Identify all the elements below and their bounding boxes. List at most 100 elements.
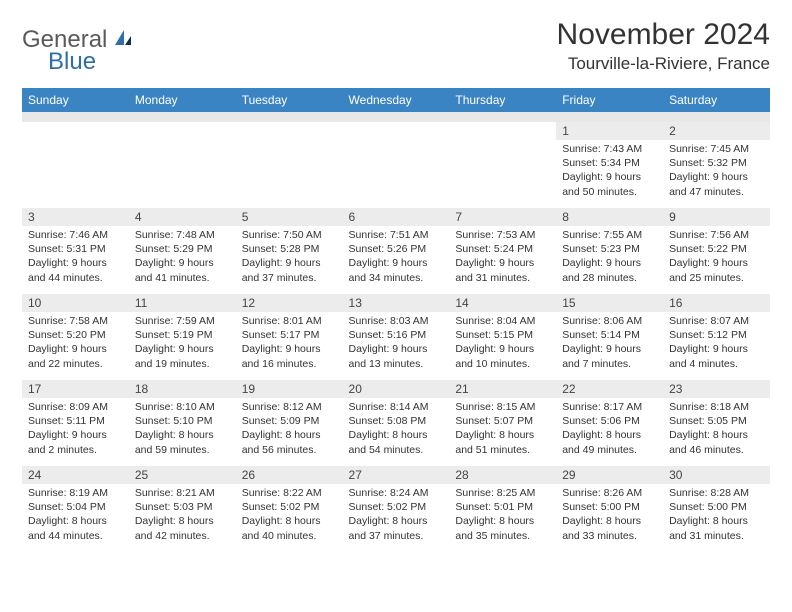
day-line: and 40 minutes.	[242, 529, 337, 543]
day-line: Daylight: 9 hours	[135, 256, 230, 270]
day-line: Sunset: 5:22 PM	[669, 242, 764, 256]
day-line: Sunrise: 8:17 AM	[562, 400, 657, 414]
day-line: Daylight: 8 hours	[28, 514, 123, 528]
day-content-cell: Sunrise: 8:03 AMSunset: 5:16 PMDaylight:…	[343, 312, 450, 380]
day-line: Sunset: 5:11 PM	[28, 414, 123, 428]
day-line: Daylight: 9 hours	[242, 342, 337, 356]
day-line: Sunset: 5:08 PM	[349, 414, 444, 428]
day-line: and 19 minutes.	[135, 357, 230, 371]
day-number-cell: 3	[22, 208, 129, 226]
day-line: Sunset: 5:02 PM	[349, 500, 444, 514]
day-line: Sunset: 5:34 PM	[562, 156, 657, 170]
day-content-cell: Sunrise: 7:58 AMSunset: 5:20 PMDaylight:…	[22, 312, 129, 380]
day-number-cell: 29	[556, 466, 663, 484]
day-number-cell: 13	[343, 294, 450, 312]
day-line: Sunset: 5:19 PM	[135, 328, 230, 342]
day-line: Sunrise: 8:25 AM	[455, 486, 550, 500]
day-line: Sunset: 5:24 PM	[455, 242, 550, 256]
day-number-cell: 26	[236, 466, 343, 484]
day-line: Sunrise: 7:46 AM	[28, 228, 123, 242]
day-line: Daylight: 8 hours	[349, 514, 444, 528]
day-number-cell: 9	[663, 208, 770, 226]
day-line: Sunrise: 8:21 AM	[135, 486, 230, 500]
day-number-cell: 27	[343, 466, 450, 484]
day-content-cell: Sunrise: 8:07 AMSunset: 5:12 PMDaylight:…	[663, 312, 770, 380]
day-line: Daylight: 8 hours	[349, 428, 444, 442]
day-line: Sunrise: 7:48 AM	[135, 228, 230, 242]
day-line: and 37 minutes.	[242, 271, 337, 285]
day-content-cell: Sunrise: 7:51 AMSunset: 5:26 PMDaylight:…	[343, 226, 450, 294]
day-line: Sunset: 5:10 PM	[135, 414, 230, 428]
day-line: Daylight: 9 hours	[669, 342, 764, 356]
day-line: and 51 minutes.	[455, 443, 550, 457]
day-number-cell: 24	[22, 466, 129, 484]
weekday-header: Sunday	[22, 88, 129, 112]
day-number-cell	[236, 122, 343, 140]
day-line: Sunset: 5:23 PM	[562, 242, 657, 256]
weekday-header: Friday	[556, 88, 663, 112]
day-content-cell: Sunrise: 7:56 AMSunset: 5:22 PMDaylight:…	[663, 226, 770, 294]
day-content-cell	[343, 140, 450, 208]
day-line: Sunrise: 8:26 AM	[562, 486, 657, 500]
day-line: and 56 minutes.	[242, 443, 337, 457]
day-number-cell: 17	[22, 380, 129, 398]
title-block: November 2024 Tourville-la-Riviere, Fran…	[557, 18, 770, 74]
day-line: Sunset: 5:07 PM	[455, 414, 550, 428]
day-line: Sunset: 5:12 PM	[669, 328, 764, 342]
day-line: and 31 minutes.	[455, 271, 550, 285]
day-content-cell: Sunrise: 8:14 AMSunset: 5:08 PMDaylight:…	[343, 398, 450, 466]
day-line: Sunrise: 8:04 AM	[455, 314, 550, 328]
day-line: Daylight: 9 hours	[349, 256, 444, 270]
day-number-cell	[22, 122, 129, 140]
day-line: Daylight: 9 hours	[562, 256, 657, 270]
day-line: Sunset: 5:28 PM	[242, 242, 337, 256]
day-line: Daylight: 8 hours	[242, 428, 337, 442]
day-line: and 33 minutes.	[562, 529, 657, 543]
day-content-cell: Sunrise: 7:59 AMSunset: 5:19 PMDaylight:…	[129, 312, 236, 380]
day-content-cell: Sunrise: 7:50 AMSunset: 5:28 PMDaylight:…	[236, 226, 343, 294]
logo-sail-icon	[113, 28, 133, 53]
day-content-cell: Sunrise: 8:10 AMSunset: 5:10 PMDaylight:…	[129, 398, 236, 466]
day-content-cell: Sunrise: 8:04 AMSunset: 5:15 PMDaylight:…	[449, 312, 556, 380]
day-line: Daylight: 8 hours	[135, 514, 230, 528]
day-content-cell: Sunrise: 8:21 AMSunset: 5:03 PMDaylight:…	[129, 484, 236, 552]
day-line: Sunset: 5:26 PM	[349, 242, 444, 256]
day-line: Daylight: 9 hours	[349, 342, 444, 356]
day-line: Sunrise: 7:53 AM	[455, 228, 550, 242]
day-number-cell: 15	[556, 294, 663, 312]
day-content-cell: Sunrise: 8:09 AMSunset: 5:11 PMDaylight:…	[22, 398, 129, 466]
day-line: and 16 minutes.	[242, 357, 337, 371]
day-line: and 42 minutes.	[135, 529, 230, 543]
day-line: Sunset: 5:17 PM	[242, 328, 337, 342]
day-line: Sunrise: 7:58 AM	[28, 314, 123, 328]
day-line: and 31 minutes.	[669, 529, 764, 543]
day-number-cell: 2	[663, 122, 770, 140]
day-line: and 13 minutes.	[349, 357, 444, 371]
day-line: Sunset: 5:02 PM	[242, 500, 337, 514]
weekday-header: Monday	[129, 88, 236, 112]
day-line: Sunrise: 8:28 AM	[669, 486, 764, 500]
day-line: Sunrise: 7:55 AM	[562, 228, 657, 242]
day-line: Sunset: 5:20 PM	[28, 328, 123, 342]
day-content-cell: Sunrise: 8:18 AMSunset: 5:05 PMDaylight:…	[663, 398, 770, 466]
day-line: Sunset: 5:00 PM	[562, 500, 657, 514]
day-number-cell: 12	[236, 294, 343, 312]
day-line: Daylight: 9 hours	[28, 256, 123, 270]
day-content-cell: Sunrise: 8:25 AMSunset: 5:01 PMDaylight:…	[449, 484, 556, 552]
logo-text-blue: Blue	[48, 48, 96, 75]
day-line: Daylight: 9 hours	[669, 256, 764, 270]
weekday-header: Tuesday	[236, 88, 343, 112]
day-line: Sunset: 5:03 PM	[135, 500, 230, 514]
day-number-cell: 8	[556, 208, 663, 226]
day-content-cell: Sunrise: 8:19 AMSunset: 5:04 PMDaylight:…	[22, 484, 129, 552]
day-content-cell: Sunrise: 7:43 AMSunset: 5:34 PMDaylight:…	[556, 140, 663, 208]
location: Tourville-la-Riviere, France	[557, 54, 770, 74]
day-line: Sunset: 5:05 PM	[669, 414, 764, 428]
day-number-cell	[343, 122, 450, 140]
day-line: Sunrise: 8:15 AM	[455, 400, 550, 414]
weekday-header: Wednesday	[343, 88, 450, 112]
day-line: and 49 minutes.	[562, 443, 657, 457]
day-number-cell: 25	[129, 466, 236, 484]
day-content-cell: Sunrise: 8:17 AMSunset: 5:06 PMDaylight:…	[556, 398, 663, 466]
day-number-cell: 7	[449, 208, 556, 226]
